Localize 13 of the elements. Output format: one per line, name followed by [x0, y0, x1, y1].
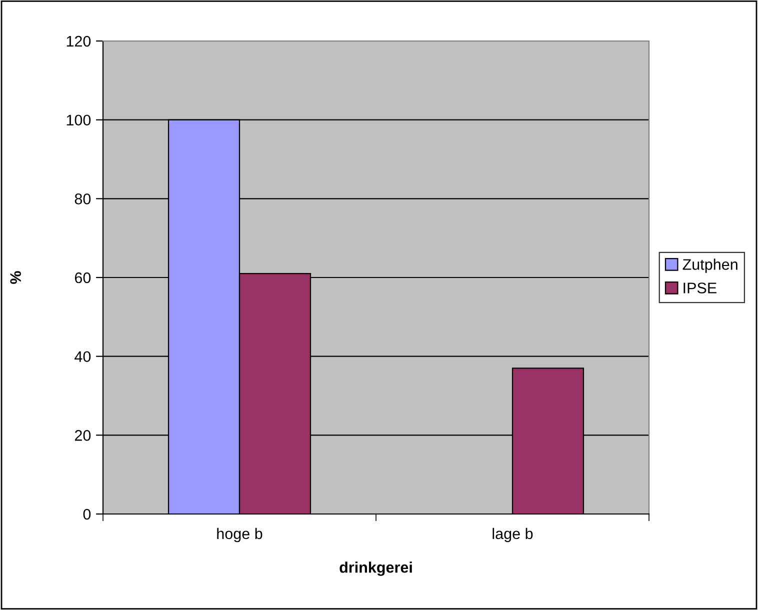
- y-tick-label: 60: [74, 272, 91, 284]
- y-tick-label: 100: [66, 114, 91, 126]
- x-axis-title: drinkgerei: [340, 562, 412, 576]
- y-tick-label: 80: [74, 194, 91, 204]
- x-tick-label: hoge b: [217, 528, 262, 542]
- y-tick-label: 120: [66, 36, 91, 47]
- x-tick-label: lage b: [492, 528, 533, 542]
- legend-label: IPSE: [684, 282, 716, 294]
- y-axis-title: %: [10, 271, 21, 284]
- legend-label: Zutphen: [682, 258, 738, 273]
- y-tick-label: 0: [83, 508, 91, 520]
- y-tick-label: 40: [74, 351, 91, 362]
- y-tick-label: 20: [74, 430, 91, 441]
